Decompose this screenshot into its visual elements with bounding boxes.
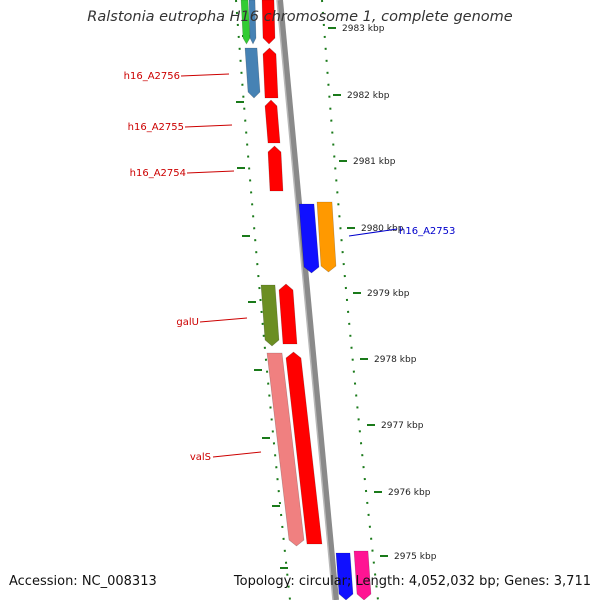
- gene-label: valS: [190, 452, 211, 463]
- gene-block-red: [262, 47, 279, 99]
- accession-text: Accession: NC_008313: [9, 574, 157, 589]
- gene-label-leader: [186, 170, 235, 174]
- gene-block-red: [261, 0, 276, 45]
- inner-ruler: [235, 0, 291, 601]
- gene-label-leader: [212, 451, 262, 458]
- genome-summary-text: Topology: circular; Length: 4,052,032 bp…: [233, 574, 591, 589]
- scale-tick-label: 2983 kbp: [342, 24, 385, 34]
- gene-block-steel: [248, 0, 257, 45]
- gene-block-olive: [260, 284, 280, 347]
- gene-block-steel: [244, 47, 261, 99]
- scale-tick-label: 2979 kbp: [367, 289, 410, 299]
- scale-tick-label: 2976 kbp: [388, 488, 431, 498]
- chromosome-backbone-highlight: [276, 0, 334, 601]
- scale-tick-label: 2981 kbp: [353, 157, 396, 167]
- gene-block-green: [240, 0, 251, 45]
- gene-label-leader: [184, 124, 233, 128]
- gene-block-blue: [335, 552, 354, 601]
- gene-block-red: [278, 283, 298, 345]
- scale-tick-label: 2975 kbp: [394, 552, 437, 562]
- scale-tick-label: 2977 kbp: [381, 421, 424, 431]
- outer-ruler: [321, 0, 379, 601]
- gene-label: h16_A2754: [130, 168, 186, 179]
- gene-label: galU: [176, 317, 199, 328]
- gene-block-orange: [316, 201, 337, 273]
- gene-label-leader: [199, 317, 248, 323]
- gene-block-red: [267, 145, 284, 192]
- gene-block-pink: [266, 352, 305, 547]
- gene-block-red: [264, 99, 281, 144]
- gene-label-leader: [180, 73, 230, 77]
- scale-tick-label: 2980 kbp: [361, 224, 404, 234]
- scale-tick-label: 2982 kbp: [347, 91, 390, 101]
- gene-block-blue: [298, 203, 320, 274]
- gene-block-red: [285, 351, 323, 545]
- scale-tick-label: 2978 kbp: [374, 355, 417, 365]
- gene-label: h16_A2756: [124, 71, 180, 82]
- chromosome-backbone: [277, 0, 339, 601]
- gene-label: h16_A2753: [399, 226, 455, 237]
- gene-label: h16_A2755: [128, 122, 184, 133]
- gene-label-leader: [348, 228, 398, 237]
- map-title: Ralstonia eutropha H16 chromosome 1, com…: [87, 9, 513, 25]
- gene-block-magenta: [353, 550, 372, 601]
